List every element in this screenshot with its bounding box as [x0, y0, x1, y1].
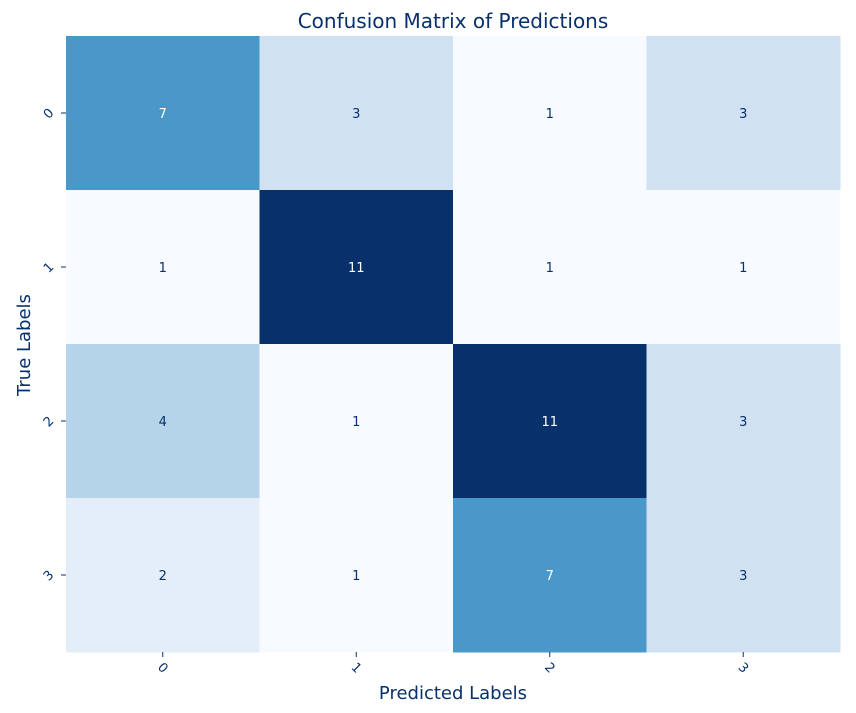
heatmap-cell-r1-c2 — [453, 190, 647, 345]
heatmap-cell-r1-c1 — [259, 190, 454, 345]
x-axis-ticks: 0 1 2 3 — [154, 652, 751, 677]
heatmap-cell-r0-c0 — [66, 36, 260, 191]
heatmap-cell-r2-c3 — [646, 344, 841, 499]
cell-value-r0-c0: 7 — [159, 107, 167, 122]
cell-value-r0-c3: 3 — [739, 107, 747, 122]
heatmap-cell-r3-c1 — [259, 498, 454, 653]
cell-value-r2-c3: 3 — [739, 415, 747, 430]
y-axis-label: True Labels — [14, 294, 35, 397]
cell-value-r2-c1: 1 — [352, 415, 360, 430]
heatmap-cells — [66, 36, 841, 653]
heatmap-cell-r3-c3 — [646, 498, 841, 653]
y-tick-label-2: 2 — [41, 414, 57, 430]
cell-value-r0-c1: 3 — [352, 107, 360, 122]
cell-value-r1-c0: 1 — [159, 261, 167, 276]
heatmap-cell-r3-c0 — [66, 498, 260, 653]
cell-value-r1-c3: 1 — [739, 261, 747, 276]
heatmap-cell-r2-c0 — [66, 344, 260, 499]
x-tick-label-0: 0 — [154, 660, 170, 676]
x-tick-label-3: 3 — [735, 660, 751, 676]
heatmap-cell-r3-c2 — [453, 498, 647, 653]
cell-value-r2-c2: 11 — [541, 415, 558, 430]
cell-value-r3-c2: 7 — [546, 569, 554, 584]
chart-title: Confusion Matrix of Predictions — [298, 9, 609, 33]
cell-annotations: 7 3 1 31 11 1 14 1 11 32 1 7 3 — [159, 107, 748, 584]
x-tick-label-1: 1 — [348, 660, 364, 676]
heatmap-cell-r1-c3 — [646, 190, 841, 345]
cell-value-r2-c0: 4 — [159, 415, 167, 430]
x-tick-label-2: 2 — [541, 660, 557, 676]
cell-value-r0-c2: 1 — [546, 107, 554, 122]
cell-value-r1-c1: 11 — [348, 261, 365, 276]
y-axis-ticks: 0 1 2 3 — [41, 106, 66, 584]
cell-value-r3-c3: 3 — [739, 569, 747, 584]
y-tick-label-3: 3 — [41, 568, 57, 584]
heatmap-cell-r0-c1 — [259, 36, 454, 191]
heatmap-cell-r2-c1 — [259, 344, 454, 499]
cell-value-r3-c1: 1 — [352, 569, 360, 584]
y-tick-label-0: 0 — [41, 106, 57, 122]
cell-value-r3-c0: 2 — [159, 569, 167, 584]
heatmap-cell-r0-c2 — [453, 36, 647, 191]
cell-value-r1-c2: 1 — [546, 261, 554, 276]
x-axis-label: Predicted Labels — [379, 683, 527, 704]
heatmap-cell-r2-c2 — [453, 344, 647, 499]
heatmap-cell-r0-c3 — [646, 36, 841, 191]
y-tick-label-1: 1 — [41, 260, 57, 276]
heatmap-cell-r1-c0 — [66, 190, 260, 345]
